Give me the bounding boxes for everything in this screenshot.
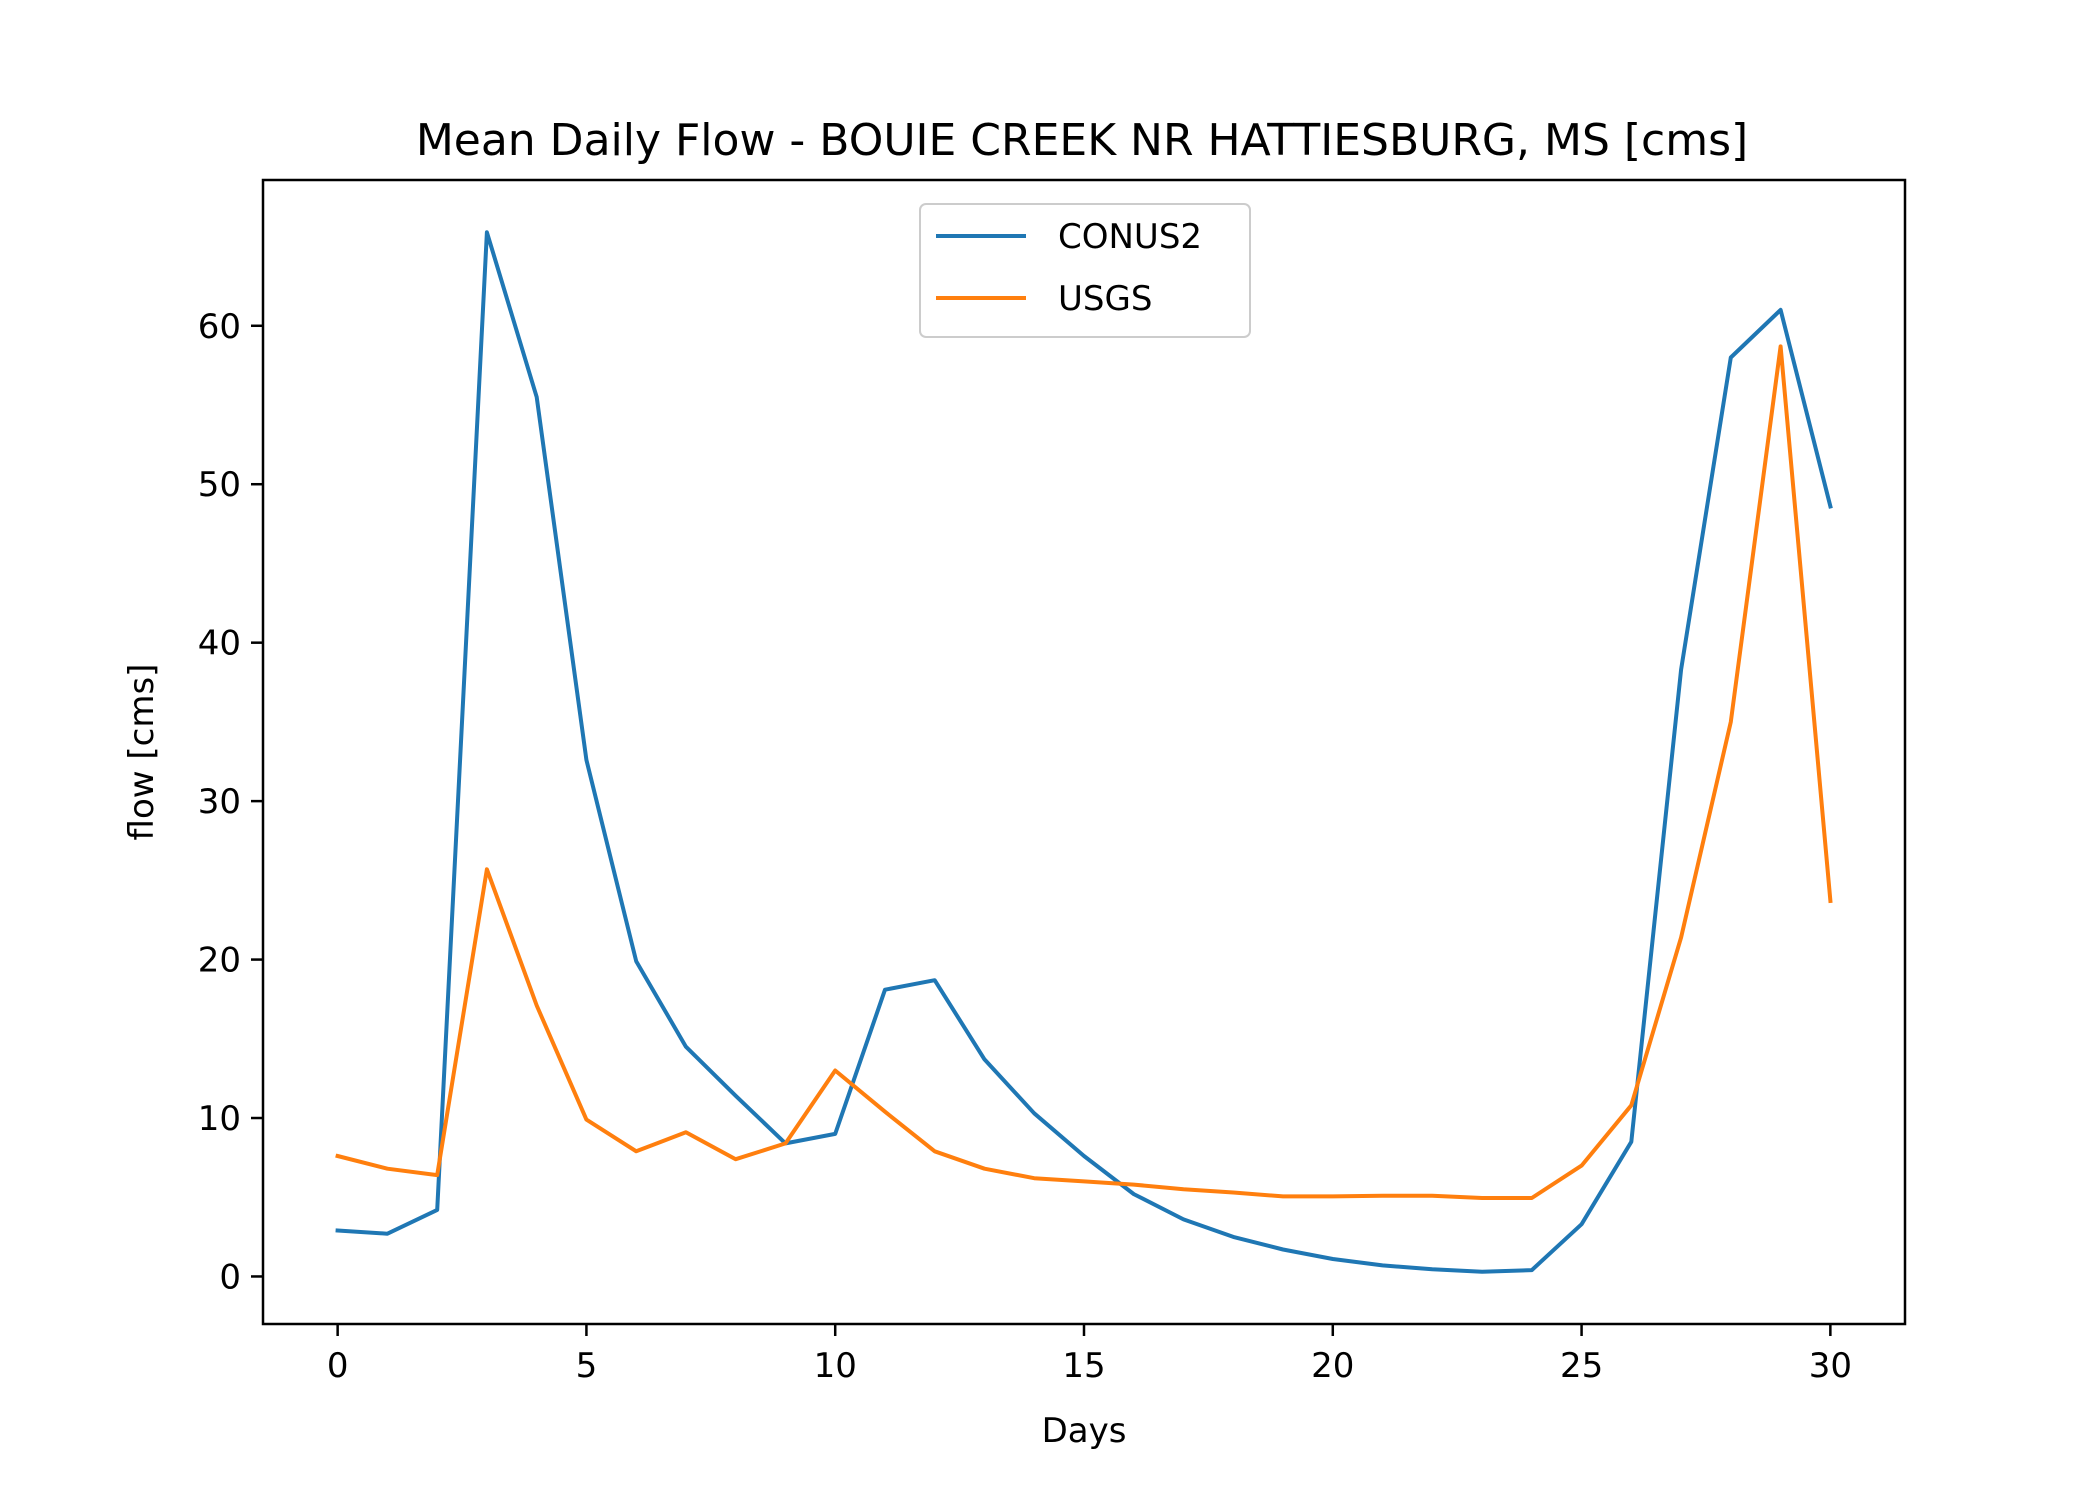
y-tick-label: 10 <box>198 1099 241 1139</box>
y-tick-label: 50 <box>198 465 241 505</box>
x-axis: 0 5 10 15 20 25 30 <box>327 1324 1852 1386</box>
series-line-usgs <box>338 346 1831 1198</box>
x-tick-label: 10 <box>814 1346 857 1386</box>
y-tick-label: 60 <box>198 307 241 347</box>
y-tick-label: 0 <box>219 1257 241 1297</box>
y-axis-label: flow [cms] <box>122 664 162 841</box>
y-tick-label: 20 <box>198 941 241 981</box>
plot-area <box>263 180 1905 1324</box>
x-tick-label: 25 <box>1560 1346 1603 1386</box>
x-tick-label: 30 <box>1809 1346 1852 1386</box>
legend: CONUS2 USGS <box>920 204 1250 337</box>
legend-label-usgs: USGS <box>1058 279 1152 319</box>
x-tick-label: 20 <box>1311 1346 1354 1386</box>
x-tick-label: 15 <box>1062 1346 1105 1386</box>
chart-title: Mean Daily Flow - BOUIE CREEK NR HATTIES… <box>416 115 1748 166</box>
y-tick-label: 40 <box>198 624 241 664</box>
series-line-conus2 <box>338 232 1831 1271</box>
plot-frame <box>263 180 1905 1324</box>
x-axis-label: Days <box>1042 1411 1127 1451</box>
series-layer <box>338 232 1831 1271</box>
y-tick-label: 30 <box>198 782 241 822</box>
x-tick-label: 0 <box>327 1346 349 1386</box>
y-axis: 0 10 20 30 40 50 60 <box>198 307 263 1298</box>
legend-label-conus2: CONUS2 <box>1058 217 1202 257</box>
x-tick-label: 5 <box>576 1346 598 1386</box>
